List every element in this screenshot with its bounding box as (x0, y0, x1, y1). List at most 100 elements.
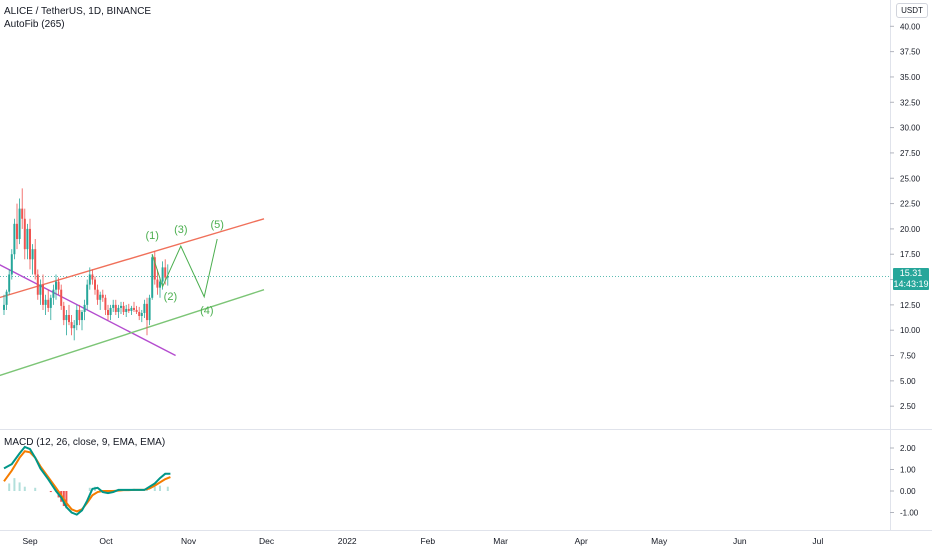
macd-histogram-bar (13, 478, 16, 491)
candle-body (156, 279, 159, 288)
price-tick-label: 22.50 (900, 200, 921, 209)
price-tick-label: 32.50 (900, 98, 921, 107)
candle-body (26, 228, 29, 250)
candle-body (13, 223, 16, 255)
candle-body (130, 307, 133, 311)
price-tick-label: 37.50 (900, 48, 921, 57)
time-tick-label: Oct (99, 536, 113, 546)
price-tick-label: 12.50 (900, 301, 921, 310)
candle-body (5, 291, 8, 305)
bar-countdown: 14:43:19 (893, 279, 929, 289)
elliott-wave-projection[interactable]: (1) (2) (3) (4) (5) (145, 219, 223, 317)
candle-body (42, 284, 44, 305)
price-tick-label: 10.00 (900, 326, 921, 335)
candle-body (36, 274, 39, 295)
symbol-title[interactable]: ALICE / TetherUS, 1D, BINANCE (4, 6, 152, 17)
candle-body (70, 322, 73, 329)
time-tick-label: Jul (812, 536, 823, 546)
candle-body (127, 308, 130, 311)
candle-body (125, 308, 128, 312)
candle-body (112, 304, 115, 308)
time-tick-label: May (651, 536, 668, 546)
time-tick-label: Mar (493, 536, 508, 546)
wave-label: (3) (174, 224, 187, 236)
candle-body (21, 208, 24, 219)
time-axis[interactable]: Sep Oct Nov Dec 2022 Feb Mar Apr May Jun Jul (22, 536, 823, 546)
candle-body (143, 303, 146, 313)
candle-body (99, 294, 102, 300)
candle-body (3, 304, 5, 310)
macd-label[interactable]: MACD (12, 26, close, 9, EMA, EMA) (4, 437, 166, 448)
candle-body (109, 307, 112, 316)
macd-histogram-bar (166, 486, 169, 491)
candle-body (101, 294, 104, 298)
macd-histogram-bar (88, 487, 91, 491)
price-tick-label: 25.00 (900, 174, 921, 183)
candle-body (47, 299, 50, 308)
price-tick-label: 27.50 (900, 149, 921, 158)
candle-body (73, 325, 76, 329)
macd-histogram-bar (153, 486, 156, 491)
macd-pane (3, 445, 171, 516)
time-tick-label: 2022 (338, 536, 357, 546)
macd-histogram-bar (159, 485, 161, 491)
price-tick-label: 17.50 (900, 250, 921, 259)
macd-tick-label: 0.00 (900, 487, 916, 496)
macd-histogram-bar (65, 491, 68, 509)
candle-body (120, 305, 122, 308)
candle-body (96, 289, 99, 300)
macd-histogram-bar (34, 487, 37, 491)
candle-body (62, 305, 65, 321)
indicator-label[interactable]: AutoFib (265) (4, 19, 65, 30)
wave-label: (4) (200, 305, 213, 317)
time-tick-label: Nov (181, 536, 197, 546)
grid (0, 0, 932, 531)
price-tick-label: 30.00 (900, 124, 921, 133)
wave-label: (5) (210, 219, 223, 231)
time-tick-label: Jun (733, 536, 747, 546)
candle-body (39, 284, 42, 295)
candle-body (68, 315, 70, 323)
macd-tick-label: 2.00 (900, 444, 916, 453)
wave-label: (1) (145, 230, 158, 242)
candle-body (161, 267, 164, 282)
last-price-tag: 15.31 14:43:19 (893, 268, 929, 290)
macd-histogram-bar (49, 491, 52, 493)
candle-body (29, 228, 31, 260)
macd-histogram-bar (18, 482, 21, 491)
candle-body (78, 309, 81, 321)
trendlines[interactable] (0, 218, 265, 377)
time-tick-label: Feb (420, 536, 435, 546)
candle-body (114, 304, 117, 312)
currency-button[interactable]: USDT (896, 3, 928, 18)
candle-body (148, 297, 151, 321)
candle-body (16, 223, 18, 240)
candle-body (91, 274, 94, 280)
price-tick-label: 35.00 (900, 73, 921, 82)
candle-body (52, 289, 55, 298)
wave-path[interactable] (151, 238, 218, 299)
candle-body (166, 276, 169, 278)
candles (3, 188, 169, 341)
candle-body (18, 208, 21, 240)
price-tick-label: 7.50 (900, 352, 916, 361)
macd-tick-label: -1.00 (900, 509, 919, 518)
time-tick-label: Sep (22, 536, 37, 546)
candle-body (10, 254, 13, 275)
price-tick-label: 20.00 (900, 225, 921, 234)
price-tick-label: 40.00 (900, 22, 921, 31)
candle-body (122, 305, 125, 312)
candle-body (23, 218, 26, 250)
candle-body (159, 281, 161, 288)
support-line[interactable] (0, 289, 265, 377)
candle-body (88, 274, 91, 285)
macd-histogram-bar (23, 486, 26, 491)
candle-body (60, 289, 63, 306)
candle-body (81, 311, 83, 321)
candle-body (75, 309, 78, 326)
candle-body (57, 281, 60, 290)
time-tick-label: Dec (259, 536, 275, 546)
candle-body (86, 284, 89, 305)
candle-body (83, 304, 86, 312)
